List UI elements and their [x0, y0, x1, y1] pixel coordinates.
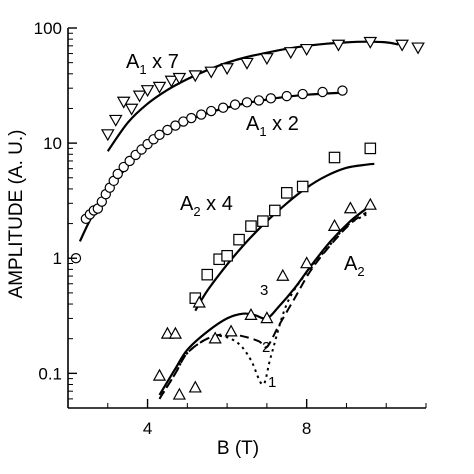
- series-a1x2-point: [297, 88, 308, 100]
- series-a1x7-point: [140, 85, 155, 98]
- series-a1x2-point: [317, 86, 328, 98]
- series-a2-point: [244, 307, 258, 320]
- annotation-a2: A2: [344, 253, 365, 279]
- annotation-a1x7-base: A: [126, 51, 140, 73]
- series-a1x2-point: [170, 120, 181, 131]
- annotation-a1x7-suffix: x 7: [147, 51, 179, 73]
- annotation-a1x2-sub: 1: [259, 124, 266, 139]
- axes-layer: 0.1 1 10 100 4 8: [34, 19, 427, 438]
- series-a1x7-point: [172, 72, 187, 85]
- x-axis-label: B (T): [217, 438, 259, 459]
- series-a1x2-point: [241, 97, 253, 108]
- series-a2-point: [192, 295, 206, 308]
- series-a2-point: [188, 380, 202, 393]
- series-a2x4-point: [201, 268, 214, 281]
- annotation-a1x7: A1 x 7: [126, 51, 179, 77]
- series-a1x7-point: [100, 129, 115, 142]
- series-a2-point: [327, 218, 342, 231]
- series-a2x4-point: [296, 180, 309, 193]
- annotation-a1x2-suffix: x 2: [267, 113, 299, 135]
- series-a1x2-point: [205, 105, 217, 117]
- series-a1x7-point: [204, 66, 219, 79]
- series-a1x2-point: [337, 85, 348, 96]
- series-a1x7-point: [299, 43, 314, 56]
- series-a2-fit-line: [158, 207, 367, 396]
- series-a2x4-point: [233, 233, 245, 246]
- series-a2-point: [208, 331, 222, 344]
- series-a1x7-point: [152, 81, 167, 94]
- series-a1x2-point: [281, 90, 292, 102]
- series-a2-point: [300, 256, 314, 269]
- series-a1x7-point: [395, 39, 409, 52]
- series-a2-point: [343, 201, 358, 214]
- annotation-a2x4-base: A: [180, 193, 194, 215]
- curve-label-dashed: 2: [262, 339, 270, 356]
- y-axis-label: AMPLITUDE (A. U.): [6, 130, 27, 299]
- series-a1x7-point: [283, 47, 298, 60]
- annotation-a2-base: A: [344, 253, 358, 275]
- series-a1x7-point: [116, 96, 131, 109]
- series-a1x2-point: [124, 155, 135, 167]
- series-a1x7-point: [132, 90, 147, 103]
- series-a1x2-point: [265, 93, 277, 104]
- series-a2-point: [172, 387, 186, 400]
- series-a2x4-point: [328, 151, 341, 164]
- series-a1x7-point: [363, 36, 378, 49]
- series-a1x7-point: [411, 42, 425, 55]
- series-a2-point: [260, 311, 274, 324]
- series-a1x2-point: [154, 129, 165, 141]
- series-a2x4-point: [280, 187, 293, 199]
- series-a1x2-point: [229, 99, 241, 110]
- series-a1x2-point: [253, 95, 265, 106]
- annotation-a1x2: A1 x 2: [246, 113, 299, 139]
- annotation-a1x2-base: A: [246, 113, 260, 135]
- y-tick-label: 1: [53, 249, 62, 268]
- annotation-a2x4-suffix: x 4: [201, 193, 233, 215]
- series-a1x2-point: [196, 109, 207, 120]
- series-a1x2-point: [217, 102, 229, 113]
- series-a2-point: [363, 197, 377, 210]
- x-tick-label: 8: [302, 419, 311, 438]
- series-a1x7-point: [240, 57, 254, 70]
- series-a2x4-point: [364, 142, 377, 155]
- series-a2x4-point: [257, 215, 269, 227]
- series-a2x4-point: [245, 220, 257, 232]
- marks-layer: [70, 36, 425, 400]
- series-a2-point: [276, 268, 290, 281]
- model-curve-dashed: [158, 211, 367, 400]
- series-a1x7-point: [220, 63, 234, 76]
- series-a1x2-point: [186, 112, 197, 124]
- y-tick-label: 10: [43, 134, 62, 153]
- series-a1x7-point: [331, 39, 346, 52]
- series-a1x7-point: [260, 53, 274, 66]
- y-tick-label: 0.1: [38, 364, 62, 383]
- series-a2-point: [168, 326, 183, 339]
- annotation-a2x4-sub: 2: [193, 204, 200, 219]
- series-a1x7-point: [188, 70, 203, 83]
- series-a1x7-point: [124, 103, 139, 116]
- series-a2-point: [224, 324, 238, 337]
- series-a2-point: [152, 368, 167, 381]
- series-a2-point: [160, 326, 175, 339]
- series-a1x2-point: [118, 161, 129, 173]
- model-curve-dotted: [158, 213, 367, 400]
- curve-label-dotted: 1: [268, 374, 276, 391]
- series-a1x7-point: [164, 75, 179, 88]
- series-a1x2-point: [162, 124, 173, 136]
- series-a2x4-fit-line: [194, 162, 375, 312]
- series-a1x7-point: [108, 114, 123, 127]
- series-a1x2-point: [112, 168, 123, 180]
- annotation-a1x7-sub: 1: [139, 62, 146, 77]
- series-a2x4-point: [221, 249, 233, 262]
- y-tick-label: 100: [34, 19, 62, 38]
- annotation-a2x4: A2 x 4: [180, 193, 233, 219]
- series-a2x4-point: [269, 204, 281, 217]
- series-a1x7-fit-line: [106, 40, 399, 152]
- annotation-a2-sub: 2: [357, 264, 364, 279]
- curve-label-solid: 3: [260, 282, 268, 299]
- x-tick-label: 4: [143, 419, 152, 438]
